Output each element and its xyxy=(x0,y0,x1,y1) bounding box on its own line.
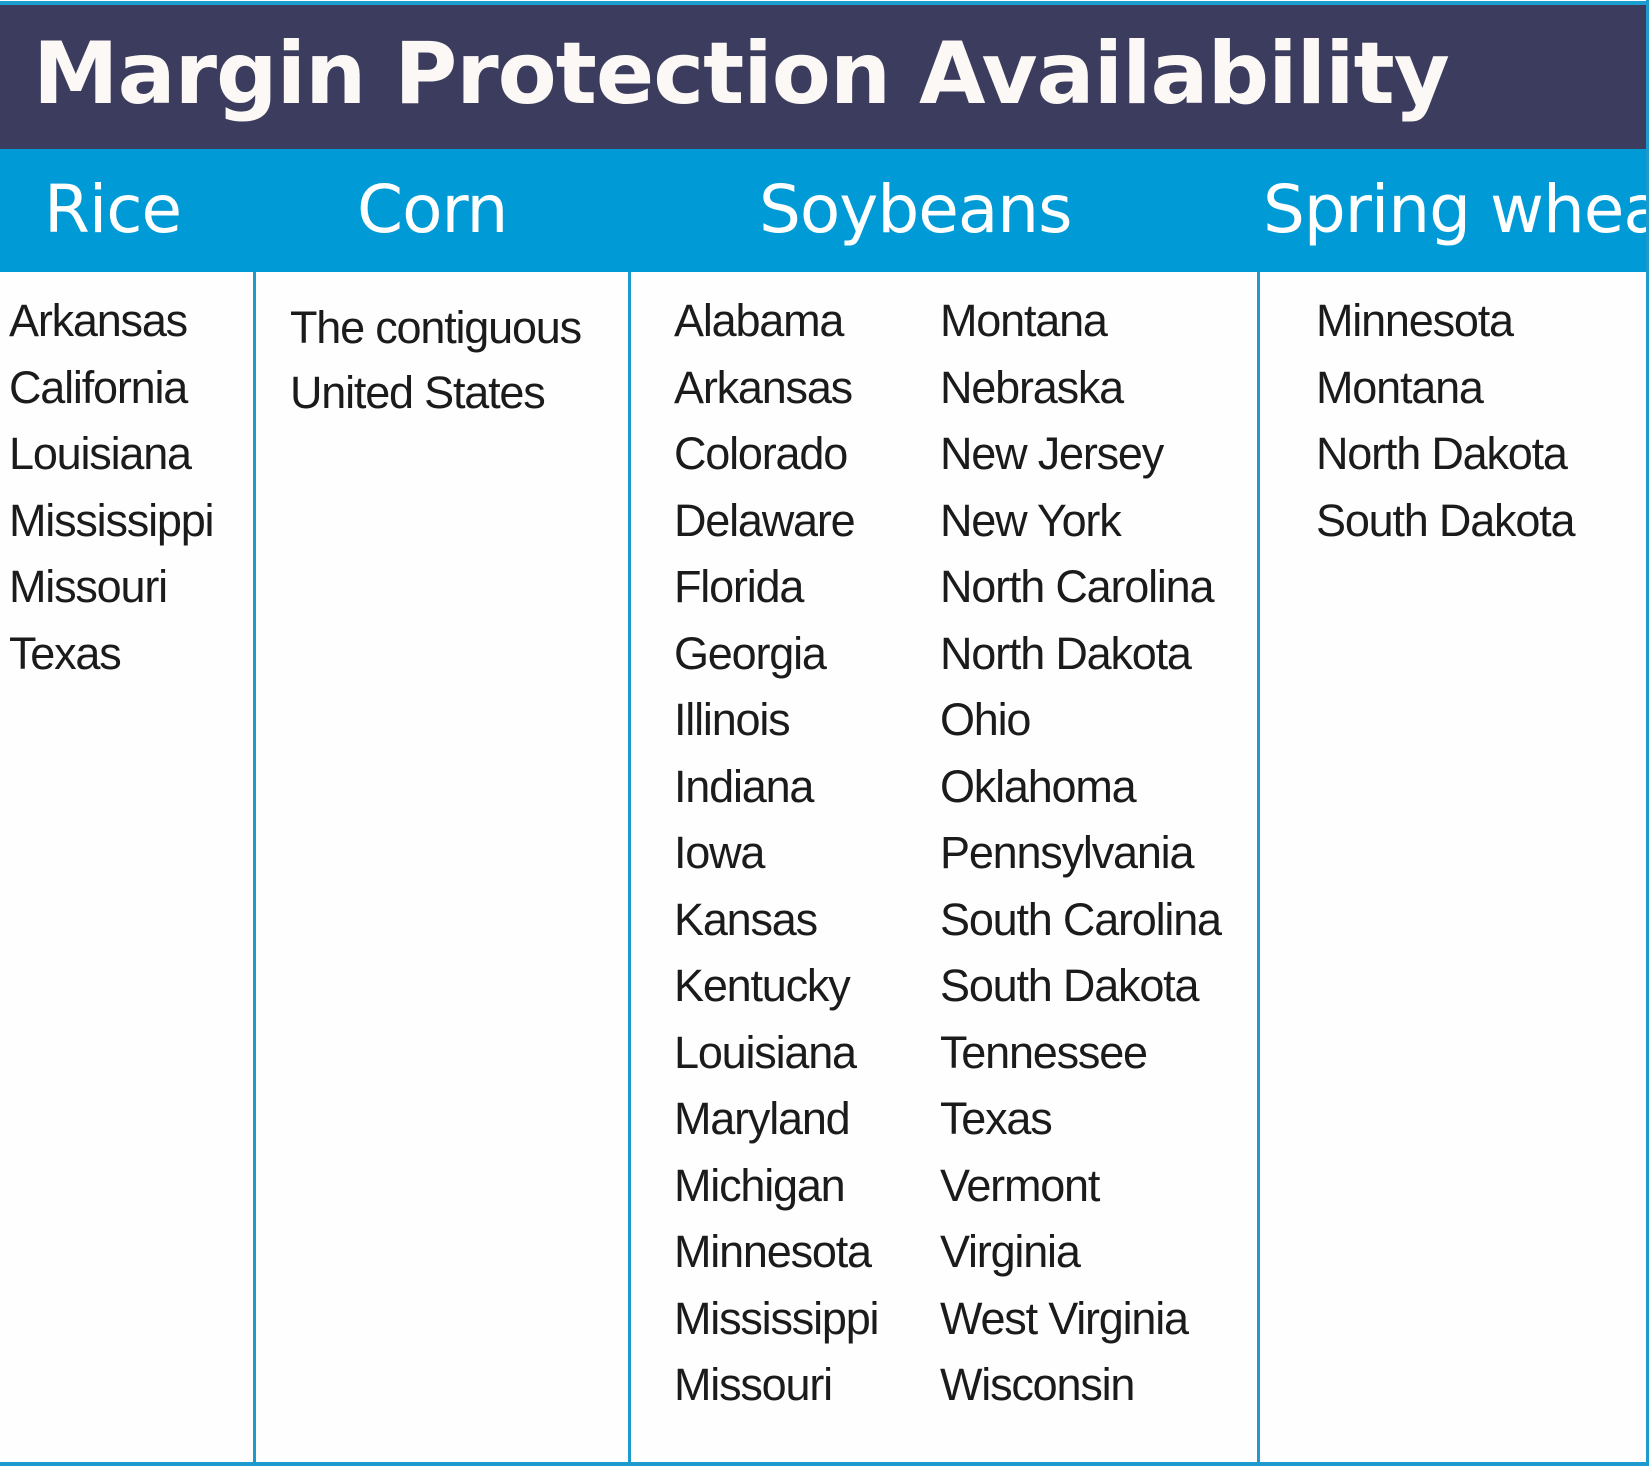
column-header-rice: Rice xyxy=(44,171,182,248)
list-item: Arkansas xyxy=(9,295,188,346)
list-item: Oklahoma xyxy=(940,760,1137,812)
list-item: Colorado xyxy=(674,428,848,479)
column-divider xyxy=(253,272,256,1466)
list-item: New Jersey xyxy=(940,428,1164,479)
column-header-soybeans: Soybeans xyxy=(759,171,1072,248)
list-item: Arkansas xyxy=(674,361,853,413)
list-item: California xyxy=(9,361,188,413)
list-item: Vermont xyxy=(940,1159,1100,1211)
list-item: Louisiana xyxy=(674,1026,857,1078)
list-item: Iowa xyxy=(674,827,765,878)
title-bar: Margin Protection Availability xyxy=(0,5,1648,149)
column-divider xyxy=(1257,272,1260,1466)
column-header-corn: Corn xyxy=(357,171,508,248)
right-border xyxy=(1646,0,1649,1466)
list-item: Montana xyxy=(940,295,1108,346)
list-item: Georgia xyxy=(674,627,827,679)
list-item: North Dakota xyxy=(940,627,1192,679)
table-body xyxy=(0,272,1648,1463)
list-item: Tennessee xyxy=(940,1026,1148,1078)
list-item: Minnesota xyxy=(674,1226,872,1277)
list-item: South Dakota xyxy=(1316,494,1575,546)
list-item: West Virginia xyxy=(940,1292,1189,1344)
list-item: Virginia xyxy=(940,1226,1081,1277)
list-item: Alabama xyxy=(674,295,844,346)
column-divider xyxy=(628,272,631,1466)
list-item: South Dakota xyxy=(940,960,1199,1011)
list-item: Ohio xyxy=(940,694,1031,745)
page-title: Margin Protection Availability xyxy=(33,24,1450,124)
list-item: Mississippi xyxy=(674,1292,880,1344)
list-item: North Carolina xyxy=(940,561,1215,612)
corn-text-line: The contiguous xyxy=(290,302,582,353)
list-item: Louisiana xyxy=(9,428,192,479)
soybeans-state-list-2: Montana Nebraska New Jersey New York Nor… xyxy=(940,288,1222,1419)
list-item: Kansas xyxy=(674,893,818,945)
corn-availability-text: The contiguous United States xyxy=(290,295,582,425)
list-item: Indiana xyxy=(674,760,814,812)
list-item: Florida xyxy=(674,561,804,612)
list-item: Delaware xyxy=(674,494,856,546)
soybeans-state-list-1: Alabama Arkansas Colorado Delaware Flori… xyxy=(674,288,880,1419)
list-item: Illinois xyxy=(674,694,791,745)
list-item: Michigan xyxy=(674,1159,846,1211)
list-item: Texas xyxy=(9,627,122,679)
list-item: Mississippi xyxy=(9,494,215,546)
rice-state-list: Arkansas California Louisiana Mississipp… xyxy=(9,288,215,687)
corn-text-line: United States xyxy=(290,367,546,418)
list-item: Nebraska xyxy=(940,361,1124,413)
list-item: New York xyxy=(940,494,1122,546)
list-item: Maryland xyxy=(674,1093,851,1144)
top-rule xyxy=(0,1,1649,5)
column-header-spring-wheat: Spring wheat xyxy=(1263,171,1649,248)
list-item: South Carolina xyxy=(940,893,1222,945)
list-item: Missouri xyxy=(9,561,168,612)
list-item: Wisconsin xyxy=(940,1359,1135,1410)
list-item: North Dakota xyxy=(1316,428,1568,479)
spring-wheat-state-list: Minnesota Montana North Dakota South Dak… xyxy=(1316,288,1575,554)
list-item: Minnesota xyxy=(1316,295,1514,346)
bottom-border xyxy=(0,1462,1649,1466)
list-item: Texas xyxy=(940,1093,1053,1144)
list-item: Kentucky xyxy=(674,960,851,1011)
list-item: Pennsylvania xyxy=(940,827,1194,878)
list-item: Missouri xyxy=(674,1359,833,1410)
column-header-row: Rice Corn Soybeans Spring wheat xyxy=(0,149,1649,272)
list-item: Montana xyxy=(1316,361,1484,413)
